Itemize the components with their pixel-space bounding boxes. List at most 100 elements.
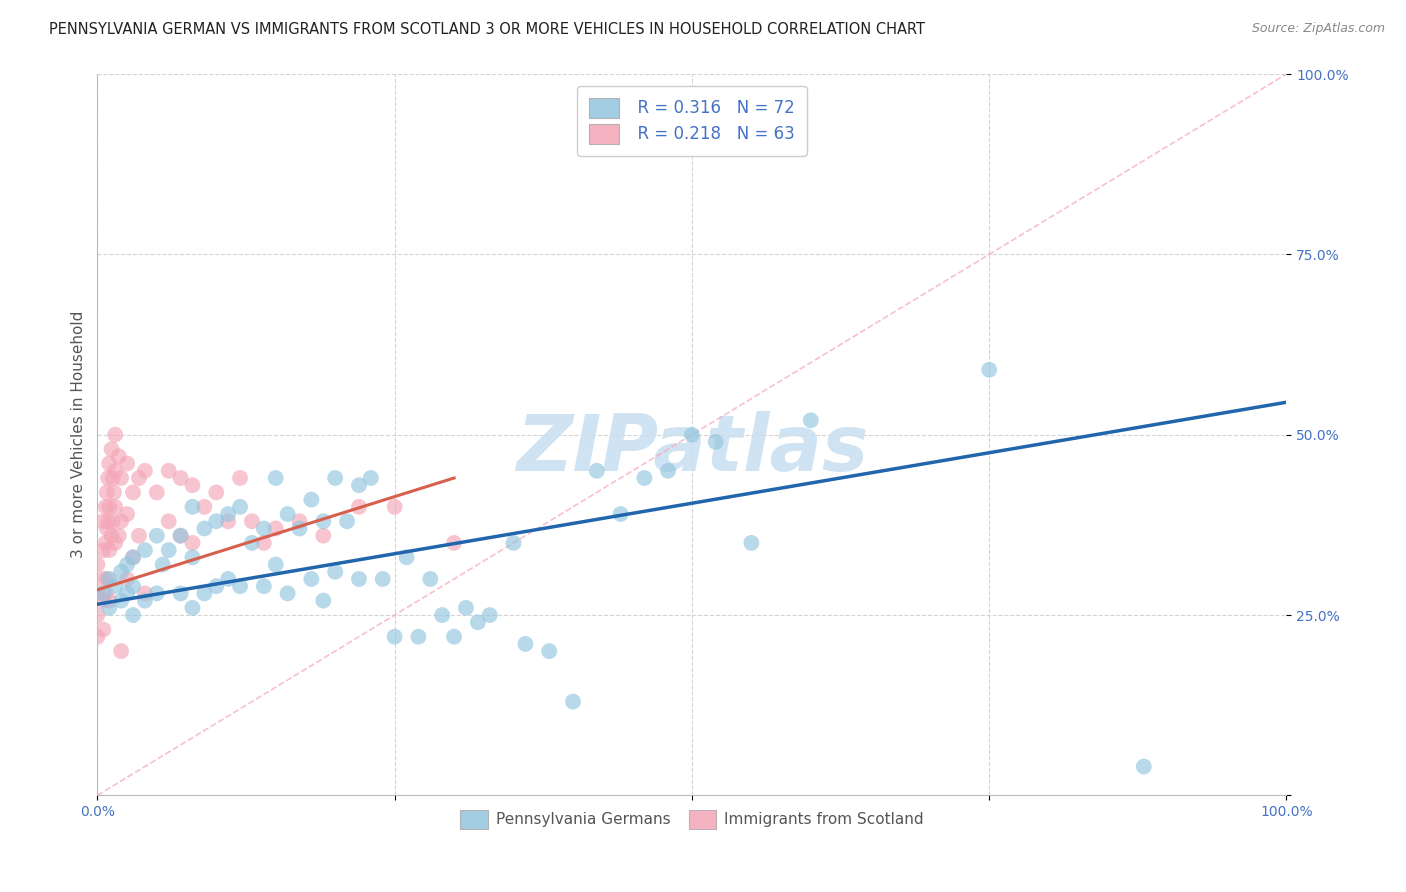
Point <box>264 521 287 535</box>
Text: PENNSYLVANIA GERMAN VS IMMIGRANTS FROM SCOTLAND 3 OR MORE VEHICLES IN HOUSEHOLD : PENNSYLVANIA GERMAN VS IMMIGRANTS FROM S… <box>49 22 925 37</box>
Point <box>110 644 132 658</box>
Point <box>169 529 191 543</box>
Point <box>86 558 108 572</box>
Point <box>205 485 228 500</box>
Point <box>277 507 299 521</box>
Point <box>134 543 156 558</box>
Point <box>371 572 394 586</box>
Point <box>104 536 127 550</box>
Point <box>432 608 454 623</box>
Point <box>122 550 145 565</box>
Point <box>205 514 228 528</box>
Point <box>562 695 585 709</box>
Point <box>96 521 118 535</box>
Point <box>98 572 121 586</box>
Point <box>169 471 191 485</box>
Point <box>110 593 132 607</box>
Point <box>384 630 406 644</box>
Point <box>585 464 607 478</box>
Point <box>467 615 489 630</box>
Point <box>336 514 359 528</box>
Point <box>134 464 156 478</box>
Point <box>110 565 132 579</box>
Point <box>181 536 204 550</box>
Point <box>478 608 501 623</box>
Point <box>181 478 204 492</box>
Point <box>91 543 114 558</box>
Point <box>347 478 370 492</box>
Point <box>181 500 204 514</box>
Point <box>1132 759 1154 773</box>
Point <box>122 550 145 565</box>
Point <box>122 579 145 593</box>
Point <box>299 572 322 586</box>
Point <box>115 558 138 572</box>
Point <box>100 442 122 457</box>
Point <box>104 464 127 478</box>
Point <box>115 586 138 600</box>
Point <box>704 434 727 449</box>
Legend: Pennsylvania Germans, Immigrants from Scotland: Pennsylvania Germans, Immigrants from Sc… <box>454 804 929 835</box>
Point <box>94 586 117 600</box>
Point <box>264 471 287 485</box>
Point <box>157 464 180 478</box>
Text: ZIPatlas: ZIPatlas <box>516 411 868 487</box>
Point <box>107 450 129 464</box>
Point <box>454 600 477 615</box>
Point <box>91 623 114 637</box>
Point <box>538 644 561 658</box>
Point <box>681 427 703 442</box>
Point <box>104 500 127 514</box>
Point <box>146 586 169 600</box>
Point <box>229 500 252 514</box>
Point <box>240 536 263 550</box>
Point <box>94 500 117 514</box>
Point <box>800 413 823 427</box>
Point <box>128 471 150 485</box>
Point <box>146 485 169 500</box>
Point <box>96 572 118 586</box>
Point <box>104 427 127 442</box>
Point <box>169 586 191 600</box>
Point <box>312 529 335 543</box>
Point <box>98 500 121 514</box>
Point <box>104 579 127 593</box>
Point <box>101 514 124 528</box>
Point <box>277 586 299 600</box>
Point <box>384 500 406 514</box>
Point <box>419 572 441 586</box>
Point <box>443 630 465 644</box>
Point <box>86 608 108 623</box>
Point <box>122 608 145 623</box>
Point <box>502 536 524 550</box>
Point <box>609 507 631 521</box>
Point <box>100 529 122 543</box>
Point <box>217 514 239 528</box>
Point <box>633 471 655 485</box>
Point <box>110 471 132 485</box>
Point <box>395 550 418 565</box>
Point <box>134 586 156 600</box>
Point <box>217 507 239 521</box>
Point <box>169 529 191 543</box>
Text: Source: ZipAtlas.com: Source: ZipAtlas.com <box>1251 22 1385 36</box>
Point <box>193 521 215 535</box>
Point <box>253 579 276 593</box>
Point <box>115 457 138 471</box>
Point <box>347 500 370 514</box>
Point <box>97 471 120 485</box>
Point <box>181 600 204 615</box>
Point <box>253 536 276 550</box>
Point <box>98 600 121 615</box>
Point <box>288 521 311 535</box>
Point <box>347 572 370 586</box>
Point <box>312 593 335 607</box>
Point <box>443 536 465 550</box>
Point <box>657 464 679 478</box>
Point <box>91 514 114 528</box>
Point <box>515 637 537 651</box>
Point <box>86 630 108 644</box>
Y-axis label: 3 or more Vehicles in Household: 3 or more Vehicles in Household <box>72 311 86 558</box>
Point <box>146 529 169 543</box>
Point <box>94 536 117 550</box>
